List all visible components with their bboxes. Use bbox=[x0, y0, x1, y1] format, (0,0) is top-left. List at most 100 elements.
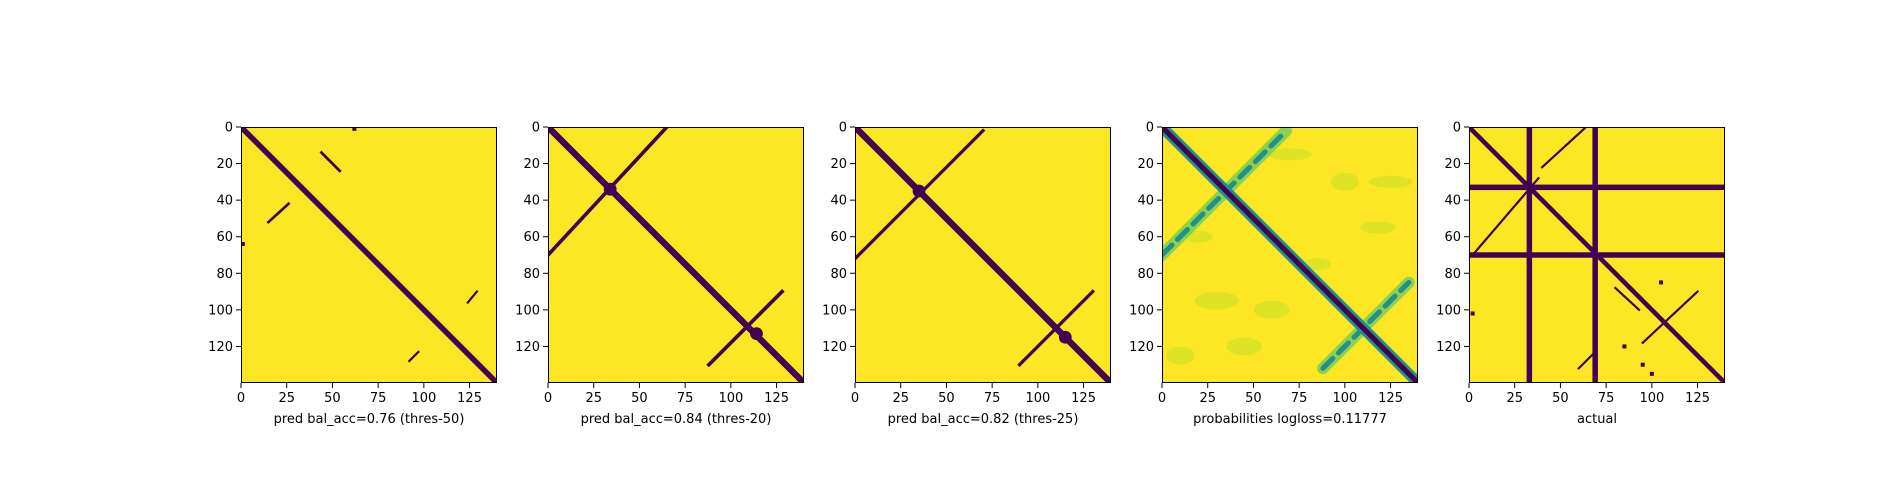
prob-noise-patch bbox=[1368, 175, 1413, 188]
y-tick-label: 80 bbox=[216, 267, 233, 282]
contact-segment bbox=[319, 150, 342, 173]
axes-frame bbox=[1469, 127, 1725, 383]
x-axis-label: actual bbox=[1577, 412, 1617, 427]
prob-noise-patch bbox=[1194, 291, 1239, 310]
y-tick-label: 0 bbox=[1146, 121, 1154, 136]
prob-noise-patch bbox=[1268, 148, 1312, 161]
x-tick-label: 125 bbox=[1071, 391, 1096, 406]
x-tick-label: 125 bbox=[1378, 391, 1403, 406]
x-tick-label: 50 bbox=[938, 391, 955, 406]
x-tick-label: 50 bbox=[1245, 391, 1262, 406]
x-tick-label: 125 bbox=[1685, 391, 1710, 406]
contact-dot bbox=[352, 127, 357, 131]
y-tick-label: 120 bbox=[1436, 340, 1461, 355]
y-tick-label: 0 bbox=[1453, 121, 1461, 136]
y-tick-label: 120 bbox=[515, 340, 540, 355]
prob-noise-patch bbox=[1253, 300, 1290, 319]
contact-segment bbox=[1641, 290, 1700, 345]
x-tick-label: 50 bbox=[1552, 391, 1569, 406]
y-tick-label: 0 bbox=[532, 121, 540, 136]
crossing-blob bbox=[912, 184, 926, 198]
x-tick-label: 0 bbox=[544, 391, 552, 406]
prob-noise-patch bbox=[1359, 221, 1396, 234]
axes-frame bbox=[855, 127, 1111, 383]
main-diagonal bbox=[548, 127, 804, 383]
y-tick-label: 20 bbox=[1444, 157, 1461, 172]
y-tick-label: 20 bbox=[216, 157, 233, 172]
x-axis-label: probabilities logloss=0.11777 bbox=[1193, 412, 1387, 427]
y-tick-label: 0 bbox=[225, 121, 233, 136]
horizontal-band bbox=[1469, 184, 1725, 191]
x-tick-label: 25 bbox=[585, 391, 602, 406]
heatmap-cells bbox=[548, 127, 804, 383]
contact-dot bbox=[1622, 344, 1627, 349]
contact-dot bbox=[1649, 371, 1654, 376]
main-diagonal bbox=[1469, 127, 1725, 383]
y-tick-label: 40 bbox=[1137, 194, 1154, 209]
x-tick-label: 100 bbox=[718, 391, 743, 406]
crossing-blob bbox=[603, 182, 617, 196]
y-tick-label: 80 bbox=[1137, 267, 1154, 282]
y-tick-label: 40 bbox=[523, 194, 540, 209]
x-axis-label: pred bal_acc=0.82 (thres-25) bbox=[888, 412, 1079, 427]
y-tick-label: 40 bbox=[216, 194, 233, 209]
x-tick-label: 125 bbox=[457, 391, 482, 406]
x-tick-label: 75 bbox=[1598, 391, 1615, 406]
contact-segment bbox=[1577, 352, 1595, 370]
x-tick-label: 0 bbox=[237, 391, 245, 406]
x-tick-label: 50 bbox=[324, 391, 341, 406]
x-tick-label: 100 bbox=[411, 391, 436, 406]
contact-dot bbox=[1659, 280, 1663, 285]
x-tick-label: 75 bbox=[1291, 391, 1308, 406]
prob-noise-patch bbox=[1303, 258, 1332, 271]
y-tick-label: 60 bbox=[523, 230, 540, 245]
heatmap-panel-3: 0 25 50 75 100 125 0 20 40 60 80 100 120 pred bal_acc… bbox=[822, 121, 1111, 427]
prob-noise-patch bbox=[1166, 346, 1195, 365]
x-tick-label: 50 bbox=[631, 391, 648, 406]
heatmap-cells bbox=[1469, 127, 1725, 383]
y-tick-label: 100 bbox=[1436, 303, 1461, 318]
prob-noise-patch bbox=[1184, 230, 1213, 243]
main-diagonal bbox=[241, 127, 497, 383]
prob-anti-diagonal-inner bbox=[1320, 279, 1412, 371]
y-tick-label: 100 bbox=[822, 303, 847, 318]
heatmap-panel-5: 0 25 50 75 100 125 0 20 40 60 80 100 120 actual bbox=[1436, 121, 1725, 427]
x-tick-label: 0 bbox=[1158, 391, 1166, 406]
x-axis-label: pred bal_acc=0.84 (thres-20) bbox=[581, 412, 772, 427]
y-tick-label: 80 bbox=[1444, 267, 1461, 282]
contact-segment bbox=[1471, 176, 1541, 257]
heatmap-cells bbox=[241, 127, 497, 383]
contact-dot bbox=[1470, 311, 1475, 316]
y-tick-label: 20 bbox=[1137, 157, 1154, 172]
prob-noise-patch bbox=[1330, 172, 1359, 191]
heatmap-panel-4: 0 25 50 75 100 125 0 20 40 60 80 100 120 probabilitie… bbox=[1129, 121, 1418, 427]
crossing-blob bbox=[1058, 330, 1072, 344]
y-tick-label: 80 bbox=[523, 267, 540, 282]
contact-dot bbox=[241, 242, 245, 247]
y-tick-label: 100 bbox=[1129, 303, 1154, 318]
main-diagonal bbox=[1162, 127, 1418, 383]
heatmap-cells bbox=[855, 127, 1111, 383]
prob-noise-patch bbox=[1226, 337, 1263, 356]
y-tick-label: 120 bbox=[822, 340, 847, 355]
x-tick-label: 0 bbox=[1465, 391, 1473, 406]
x-tick-label: 75 bbox=[370, 391, 387, 406]
y-tick-label: 60 bbox=[216, 230, 233, 245]
y-tick-label: 100 bbox=[208, 303, 233, 318]
y-tick-label: 20 bbox=[523, 157, 540, 172]
x-tick-label: 25 bbox=[278, 391, 295, 406]
heatmap-panel-2: 0 25 50 75 100 125 0 20 40 60 80 100 120 pred bal_acc… bbox=[515, 121, 804, 427]
x-tick-label: 25 bbox=[892, 391, 909, 406]
axes-frame bbox=[548, 127, 804, 383]
x-tick-label: 25 bbox=[1199, 391, 1216, 406]
y-tick-label: 40 bbox=[1444, 194, 1461, 209]
y-tick-label: 60 bbox=[830, 230, 847, 245]
x-tick-label: 25 bbox=[1506, 391, 1523, 406]
x-tick-label: 100 bbox=[1332, 391, 1357, 406]
y-tick-label: 40 bbox=[830, 194, 847, 209]
contact-dot bbox=[1640, 362, 1645, 367]
contact-segment bbox=[407, 350, 420, 363]
x-tick-label: 100 bbox=[1639, 391, 1664, 406]
y-tick-label: 20 bbox=[830, 157, 847, 172]
